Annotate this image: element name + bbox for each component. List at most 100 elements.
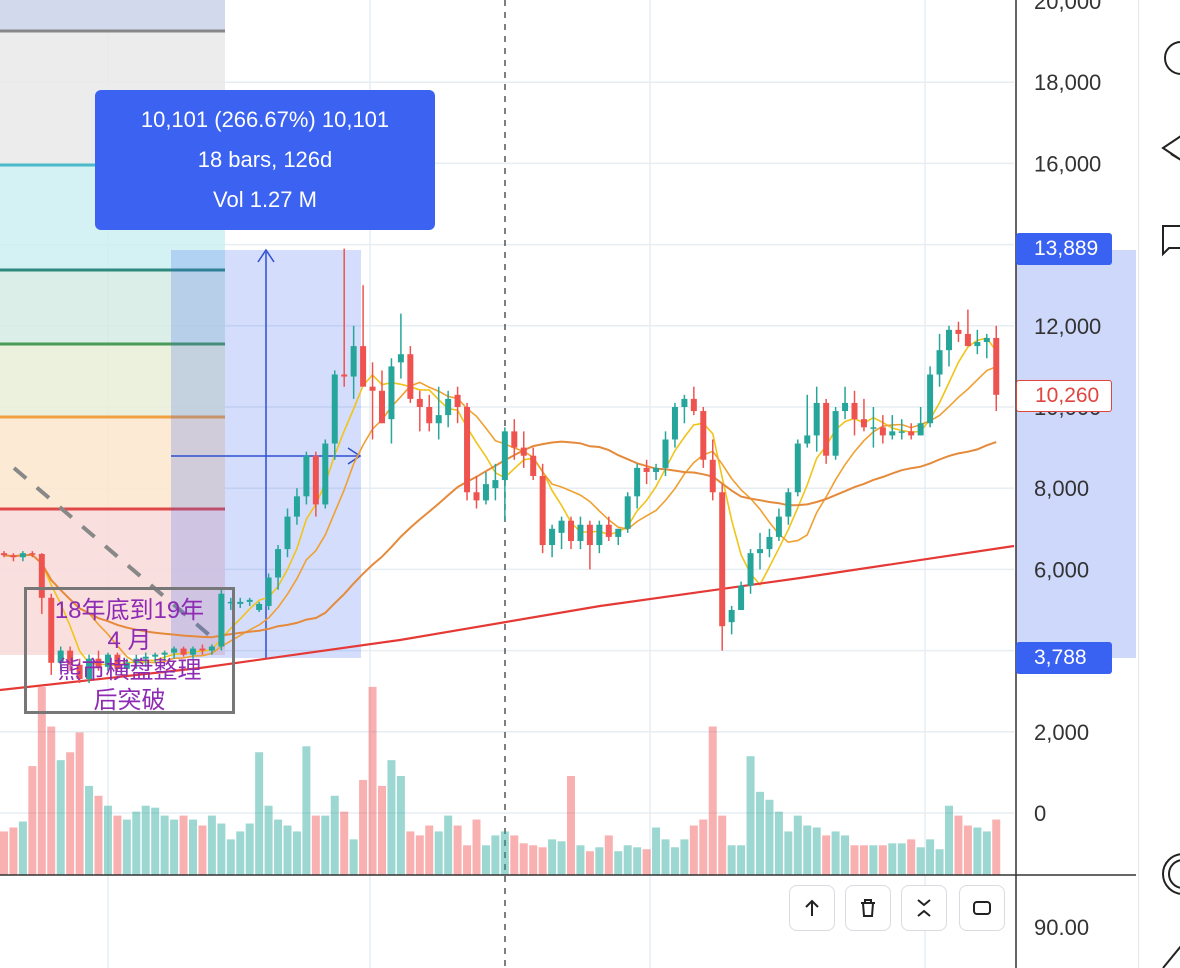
volume-bar bbox=[519, 843, 528, 875]
volume-bar bbox=[103, 805, 112, 875]
candle-body bbox=[624, 496, 631, 529]
candle-body bbox=[643, 467, 650, 472]
candle-body bbox=[983, 337, 990, 343]
volume-bar bbox=[869, 845, 878, 875]
volume-bar bbox=[718, 815, 727, 875]
delete-button[interactable] bbox=[845, 885, 891, 931]
price-tick-label: 2,000 bbox=[1034, 720, 1089, 745]
volume-bar bbox=[670, 847, 679, 875]
measure-low-tag: 3,788 bbox=[1016, 642, 1112, 674]
triangle-icon[interactable] bbox=[1159, 938, 1180, 968]
candle-body bbox=[10, 555, 17, 558]
volume-bar bbox=[444, 815, 453, 875]
volume-bar bbox=[784, 831, 793, 875]
fib-trend-line bbox=[12, 466, 217, 642]
volume-bar bbox=[368, 686, 377, 875]
volume-bar bbox=[255, 752, 264, 875]
right-toolbar bbox=[1138, 0, 1180, 968]
candle-body bbox=[133, 658, 140, 663]
volume-bar bbox=[793, 815, 802, 875]
candle-body bbox=[161, 652, 168, 655]
volume-bar bbox=[491, 835, 500, 875]
candle-body bbox=[719, 492, 726, 627]
moving-averages bbox=[0, 337, 1015, 692]
alarm-icon[interactable] bbox=[1159, 38, 1180, 78]
candle-body bbox=[199, 648, 206, 651]
volume-bar bbox=[623, 845, 632, 875]
volume-bar bbox=[774, 811, 783, 875]
candles bbox=[1, 248, 1000, 684]
candle-body bbox=[898, 431, 905, 433]
move-up-button[interactable] bbox=[789, 885, 835, 931]
candle-body bbox=[671, 407, 678, 440]
candle-body bbox=[369, 386, 376, 391]
candle-body bbox=[445, 398, 452, 416]
candle-body bbox=[539, 476, 546, 546]
volume-bar bbox=[529, 845, 538, 875]
volume-bar bbox=[236, 831, 245, 875]
volume-bar bbox=[9, 827, 18, 875]
candle-body bbox=[407, 354, 414, 399]
candle-body bbox=[360, 346, 367, 387]
candle-body bbox=[860, 419, 867, 428]
candle-body bbox=[86, 658, 93, 680]
measure-high-tag: 13,889 bbox=[1016, 233, 1112, 265]
volume-bar bbox=[311, 815, 320, 875]
price-tick-label: 8,000 bbox=[1034, 476, 1089, 501]
fib-zone bbox=[0, 417, 225, 509]
candle-body bbox=[917, 423, 924, 436]
candle-body bbox=[397, 354, 404, 363]
volume-bar bbox=[812, 827, 821, 875]
volume-bar bbox=[746, 756, 755, 875]
volume-bar bbox=[481, 845, 490, 875]
volume-bar bbox=[907, 839, 916, 875]
candle-body bbox=[520, 447, 527, 456]
candle-body bbox=[851, 402, 858, 420]
candle-body bbox=[48, 597, 55, 663]
circle-icon[interactable] bbox=[1159, 850, 1180, 900]
candle-body bbox=[492, 480, 499, 489]
candle-body bbox=[152, 654, 159, 657]
note-line-1: 18年底到19年 bbox=[54, 597, 205, 624]
candle-body bbox=[322, 443, 329, 505]
candle-body bbox=[927, 374, 934, 424]
chevron-left-icon[interactable] bbox=[1159, 130, 1180, 170]
candle-body bbox=[171, 648, 178, 653]
candle-body bbox=[709, 459, 716, 493]
volume-bar bbox=[642, 849, 651, 875]
volume-bar bbox=[614, 851, 623, 875]
candle-body bbox=[237, 601, 244, 604]
volume-bar bbox=[803, 825, 812, 875]
candle-body bbox=[464, 407, 471, 493]
candle-body bbox=[908, 431, 915, 436]
candle-body bbox=[842, 402, 849, 412]
comment-icon[interactable] bbox=[1159, 220, 1180, 264]
candle-body bbox=[558, 520, 565, 533]
measure-tooltip: 10,101 (266.67%) 10,101 18 bars, 126d Vo… bbox=[95, 90, 435, 230]
collapse-button[interactable] bbox=[901, 885, 947, 931]
volume-bar bbox=[652, 827, 661, 875]
note-line-4: 后突破 bbox=[93, 687, 166, 714]
volume-bar bbox=[897, 843, 906, 875]
fullscreen-icon bbox=[973, 901, 991, 915]
candle-body bbox=[218, 593, 225, 647]
volume-bar bbox=[387, 760, 396, 875]
fullscreen-button[interactable] bbox=[959, 885, 1005, 931]
volume-bar bbox=[18, 821, 27, 875]
volume-bar bbox=[160, 815, 169, 875]
candle-body bbox=[747, 553, 754, 586]
annotation-note[interactable]: 18年底到19年 4 月 熊市横盘整理 后突破 bbox=[24, 587, 235, 714]
candle-body bbox=[955, 329, 962, 334]
volume-bar bbox=[661, 839, 670, 875]
volume-bar bbox=[151, 807, 160, 875]
volume-bar bbox=[831, 831, 840, 875]
candle-body bbox=[256, 603, 263, 610]
fib-zone bbox=[0, 344, 225, 417]
volume-bar bbox=[434, 831, 443, 875]
candle-body bbox=[615, 528, 622, 537]
candle-body bbox=[974, 342, 981, 347]
candle-body bbox=[388, 366, 395, 420]
candle-body bbox=[889, 431, 896, 436]
candle-body bbox=[634, 467, 641, 497]
